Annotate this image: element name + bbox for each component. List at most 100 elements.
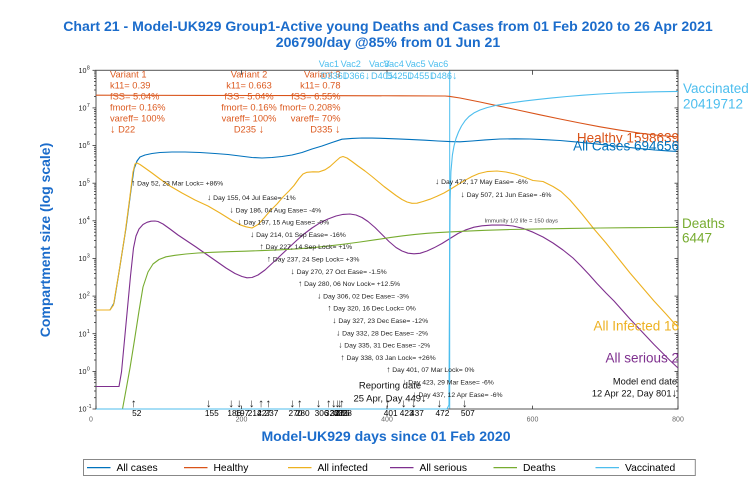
svg-text:k11= 0.78: k11= 0.78	[300, 81, 340, 91]
svg-text:vareff= 100%: vareff= 100%	[222, 114, 277, 124]
svg-text:↑: ↑	[326, 398, 332, 410]
svg-text:Immunity 1/2 life = 150 days: Immunity 1/2 life = 150 days	[485, 219, 559, 225]
svg-text:↑ Day 401, 07 Mar Lock= 0%: ↑ Day 401, 07 Mar Lock= 0%	[386, 364, 474, 374]
svg-text:Variant 3: Variant 3	[304, 70, 341, 80]
svg-text:↓: ↓	[437, 398, 443, 410]
svg-text:↓: ↓	[316, 398, 322, 410]
svg-text:All infected: All infected	[318, 463, 369, 474]
svg-text:Vaccinated: Vaccinated	[683, 81, 748, 96]
svg-text:Healthy: Healthy	[214, 463, 250, 474]
svg-text:↓ Day 437, 12 Apr Ease= -6%: ↓ Day 437, 12 Apr Ease= -6%	[412, 389, 502, 399]
svg-text:↓ Day 197, 15 Aug Ease= -0%: ↓ Day 197, 15 Aug Ease= -0%	[238, 217, 330, 227]
svg-text:186: 186	[227, 408, 241, 418]
svg-text:600: 600	[527, 417, 539, 424]
svg-text:332: 332	[334, 408, 348, 418]
svg-text:12 Apr 22, Day 801↓: 12 Apr 22, Day 801↓	[592, 388, 677, 400]
svg-text:↓ Day 306, 02 Dec Ease= -3%: ↓ Day 306, 02 Dec Ease= -3%	[317, 290, 409, 300]
svg-text:fSS= 6.55%: fSS= 6.55%	[291, 92, 340, 102]
svg-text:Variant 2: Variant 2	[231, 70, 268, 80]
svg-text:fmort= 0.16%: fmort= 0.16%	[221, 103, 277, 113]
svg-text:25 Apr, Day 449↓: 25 Apr, Day 449↓	[353, 393, 426, 405]
svg-text:Vac2: Vac2	[341, 59, 361, 69]
svg-text:↓: ↓	[331, 398, 337, 410]
svg-text:↑ Day 237, 24 Sep Lock= +3%: ↑ Day 237, 24 Sep Lock= +3%	[267, 254, 360, 264]
svg-text:2: 2	[87, 291, 90, 297]
svg-text:↓ Day 335, 31 Dec Ease= -2%: ↓ Day 335, 31 Dec Ease= -2%	[338, 340, 430, 350]
svg-text:10: 10	[79, 405, 87, 414]
svg-text:↑ Day 227, 14 Sep Lock= +1%: ↑ Day 227, 14 Sep Lock= +1%	[260, 241, 353, 251]
svg-text:320: 320	[325, 408, 339, 418]
svg-text:Model end date: Model end date	[613, 377, 677, 387]
svg-text:↓: ↓	[228, 398, 234, 410]
svg-text:472: 472	[435, 408, 449, 418]
svg-text:8: 8	[87, 66, 90, 72]
svg-text:Deaths: Deaths	[682, 216, 725, 231]
svg-text:Vac4: Vac4	[384, 59, 404, 69]
svg-text:20419712: 20419712	[683, 97, 743, 112]
svg-text:D366↓: D366↓	[343, 70, 370, 82]
svg-text:401: 401	[384, 408, 398, 418]
svg-text:vareff= 100%: vareff= 100%	[110, 114, 165, 124]
svg-text:306: 306	[315, 408, 329, 418]
svg-text:206790/day @85% from 01 Jun 21: 206790/day @85% from 01 Jun 21	[276, 34, 501, 50]
svg-text:10: 10	[79, 141, 87, 150]
svg-text:197: 197	[235, 408, 249, 418]
svg-text:All cases: All cases	[117, 463, 158, 474]
svg-text:↓: ↓	[462, 398, 468, 410]
svg-text:All Cases 694656: All Cases 694656	[573, 139, 679, 154]
svg-text:10: 10	[79, 216, 87, 225]
svg-text:D336↓: D336↓	[321, 70, 348, 82]
svg-text:5: 5	[87, 178, 90, 184]
svg-text:↑ Day 338, 03 Jan Lock= +26%: ↑ Day 338, 03 Jan Lock= +26%	[340, 352, 435, 362]
svg-text:10: 10	[79, 292, 87, 301]
svg-text:Vac6: Vac6	[428, 59, 448, 69]
svg-text:↑: ↑	[266, 398, 272, 410]
svg-text:6447: 6447	[682, 231, 712, 246]
svg-text:10: 10	[79, 254, 87, 263]
svg-text:Chart 21 - Model-UK929 Group1-: Chart 21 - Model-UK929 Group1-Active you…	[63, 18, 713, 34]
svg-text:↓ Day 423, 29 Mar Ease= -6%: ↓ Day 423, 29 Mar Ease= -6%	[402, 377, 494, 387]
svg-text:280: 280	[296, 408, 310, 418]
svg-text:↑: ↑	[258, 398, 264, 410]
svg-text:-1: -1	[87, 404, 92, 410]
svg-text:Compartment size (log scale): Compartment size (log scale)	[37, 143, 53, 338]
svg-text:227: 227	[257, 408, 271, 418]
svg-text:↓: ↓	[290, 398, 296, 410]
svg-text:0: 0	[89, 417, 93, 424]
svg-text:↓ D22: ↓ D22	[110, 124, 135, 136]
svg-text:k11= 0.663: k11= 0.663	[226, 81, 272, 91]
svg-text:↓: ↓	[249, 398, 255, 410]
svg-text:423: 423	[400, 408, 414, 418]
svg-text:Vac3: Vac3	[369, 59, 389, 69]
svg-text:↓: ↓	[206, 398, 212, 410]
svg-text:Vac5: Vac5	[405, 59, 425, 69]
svg-text:Variant 1: Variant 1	[110, 70, 147, 80]
svg-text:Deaths: Deaths	[523, 463, 556, 474]
svg-text:↓ Day 332, 28 Dec Ease= -2%: ↓ Day 332, 28 Dec Ease= -2%	[336, 327, 428, 337]
svg-text:fSS= 5.04%: fSS= 5.04%	[224, 92, 273, 102]
svg-text:507: 507	[461, 408, 475, 418]
svg-text:437: 437	[410, 408, 424, 418]
svg-text:3: 3	[87, 254, 90, 260]
svg-text:0: 0	[87, 367, 90, 373]
svg-text:7: 7	[87, 103, 90, 109]
svg-text:↓ Day 155, 04 Jul Ease= -1%: ↓ Day 155, 04 Jul Ease= -1%	[207, 192, 296, 202]
svg-text:fSS= 5.04%: fSS= 5.04%	[110, 92, 159, 102]
svg-text:10: 10	[79, 66, 87, 75]
svg-text:Healthy 1598639: Healthy 1598639	[577, 131, 679, 146]
svg-text:Reporting date: Reporting date	[359, 381, 421, 392]
svg-text:338: 338	[338, 408, 352, 418]
svg-text:↑: ↑	[385, 398, 391, 410]
svg-text:400: 400	[381, 417, 393, 424]
svg-text:155: 155	[205, 408, 219, 418]
svg-text:214: 214	[248, 408, 262, 418]
svg-text:fmort= 0.208%: fmort= 0.208%	[280, 103, 341, 113]
svg-text:D235 ↓: D235 ↓	[234, 124, 264, 136]
svg-text:D486↓: D486↓	[430, 70, 457, 82]
svg-text:D455↓: D455↓	[407, 70, 434, 82]
svg-text:Vaccinated: Vaccinated	[625, 463, 675, 474]
svg-text:↓: ↓	[337, 398, 343, 410]
svg-text:↑ Day 320, 16 Dec Lock= 0%: ↑ Day 320, 16 Dec Lock= 0%	[327, 303, 416, 313]
svg-text:10: 10	[79, 329, 87, 338]
svg-text:↑ Day 280, 06 Nov Lock= +12.5%: ↑ Day 280, 06 Nov Lock= +12.5%	[298, 278, 400, 288]
